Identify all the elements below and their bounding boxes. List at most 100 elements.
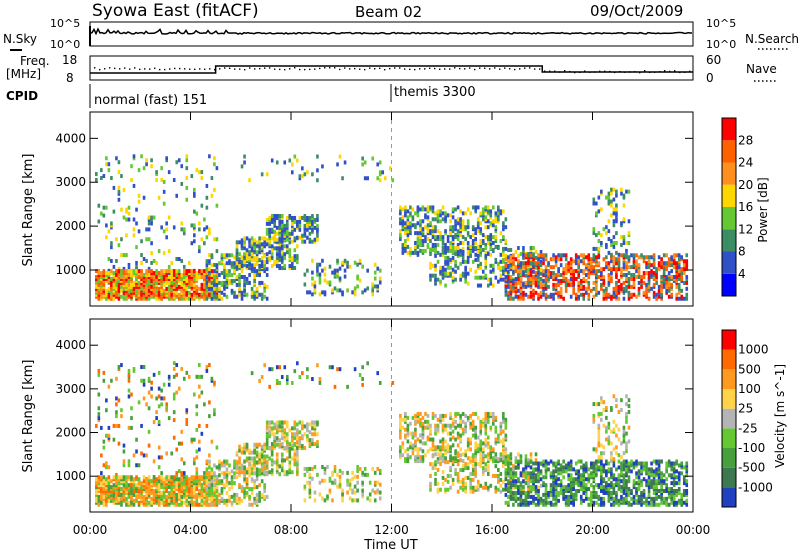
data-cell — [476, 221, 480, 226]
freq-unit-label: [MHz] — [6, 67, 41, 81]
data-cell — [240, 238, 244, 243]
data-cell — [461, 255, 465, 260]
data-cell — [522, 265, 525, 270]
data-cell — [150, 164, 153, 169]
data-cell — [449, 473, 452, 478]
data-cell — [285, 424, 289, 429]
data-cell — [534, 271, 538, 276]
data-cell — [399, 233, 402, 238]
data-cell — [275, 225, 279, 230]
data-cell — [338, 266, 342, 271]
data-cell — [95, 178, 98, 183]
data-cell — [273, 432, 277, 437]
data-cell — [258, 378, 261, 383]
nave-dot — [559, 71, 561, 73]
data-cell — [175, 363, 179, 368]
data-cell — [293, 215, 297, 220]
data-cell — [456, 431, 460, 436]
data-cell — [502, 277, 505, 282]
data-cell — [549, 265, 553, 270]
data-cell — [233, 471, 236, 476]
data-cell — [348, 478, 352, 483]
data-cell — [233, 481, 236, 486]
data-cell — [426, 205, 430, 210]
data-cell — [185, 498, 189, 503]
data-cell — [265, 445, 269, 450]
data-cell — [316, 262, 319, 267]
data-cell — [311, 258, 314, 263]
data-cell — [265, 494, 269, 499]
data-cell — [162, 292, 166, 297]
data-cell — [567, 261, 570, 266]
data-cell — [401, 215, 405, 220]
nsearch-label: N.Search — [745, 32, 799, 46]
data-cell — [100, 453, 103, 458]
data-cell — [270, 367, 274, 372]
data-cell — [193, 479, 196, 484]
data-cell — [657, 294, 661, 299]
data-cell — [180, 500, 184, 505]
nave-dot — [414, 68, 416, 71]
data-cell — [399, 431, 402, 436]
data-cell — [215, 465, 219, 470]
data-cell — [650, 269, 653, 274]
data-cell — [492, 223, 495, 228]
data-cell — [208, 400, 211, 405]
data-cell — [434, 445, 437, 450]
data-cell — [595, 269, 598, 274]
data-cell — [265, 434, 269, 439]
data-cell — [260, 479, 264, 484]
data-cell — [120, 253, 123, 258]
data-cell — [316, 420, 319, 425]
data-cell — [205, 467, 209, 472]
colorbar-swatch — [722, 140, 736, 163]
data-cell — [615, 193, 618, 198]
colorbar-swatch — [722, 251, 736, 274]
data-cell — [147, 269, 151, 274]
data-cell — [665, 288, 668, 293]
nave-dot — [259, 67, 261, 70]
data-cell — [632, 276, 636, 281]
data-cell — [263, 458, 266, 463]
data-cell — [296, 158, 299, 163]
data-cell — [474, 269, 478, 274]
data-cell — [100, 176, 103, 181]
data-cell — [162, 483, 166, 488]
data-cell — [451, 215, 455, 220]
data-cell — [333, 384, 337, 389]
data-cell — [112, 209, 116, 214]
data-cell — [147, 500, 151, 505]
data-cell — [451, 249, 455, 254]
data-cell — [499, 273, 503, 278]
data-cell — [579, 253, 583, 258]
data-cell — [371, 488, 374, 493]
data-cell — [157, 290, 161, 295]
data-cell — [288, 442, 292, 447]
data-cell — [95, 477, 98, 482]
data-cell — [112, 185, 116, 190]
data-cell — [542, 257, 545, 262]
data-cell — [200, 487, 204, 492]
data-cell — [115, 269, 118, 274]
data-cell — [436, 242, 440, 247]
data-cell — [461, 419, 465, 424]
data-cell — [177, 492, 181, 497]
data-cell — [454, 449, 457, 454]
data-cell — [610, 242, 613, 247]
data-cell — [416, 240, 420, 245]
nave-dot — [399, 67, 401, 69]
data-cell — [275, 260, 279, 265]
data-cell — [157, 286, 161, 291]
data-cell — [172, 361, 176, 366]
data-cell — [311, 270, 314, 275]
data-cell — [311, 476, 314, 481]
data-cell — [449, 411, 452, 416]
data-cell — [245, 292, 249, 297]
data-cell — [275, 246, 279, 251]
data-cell — [456, 242, 460, 247]
data-cell — [544, 292, 548, 297]
data-cell — [441, 246, 445, 251]
data-cell — [409, 205, 412, 210]
data-cell — [155, 416, 158, 421]
data-cell — [539, 294, 543, 299]
